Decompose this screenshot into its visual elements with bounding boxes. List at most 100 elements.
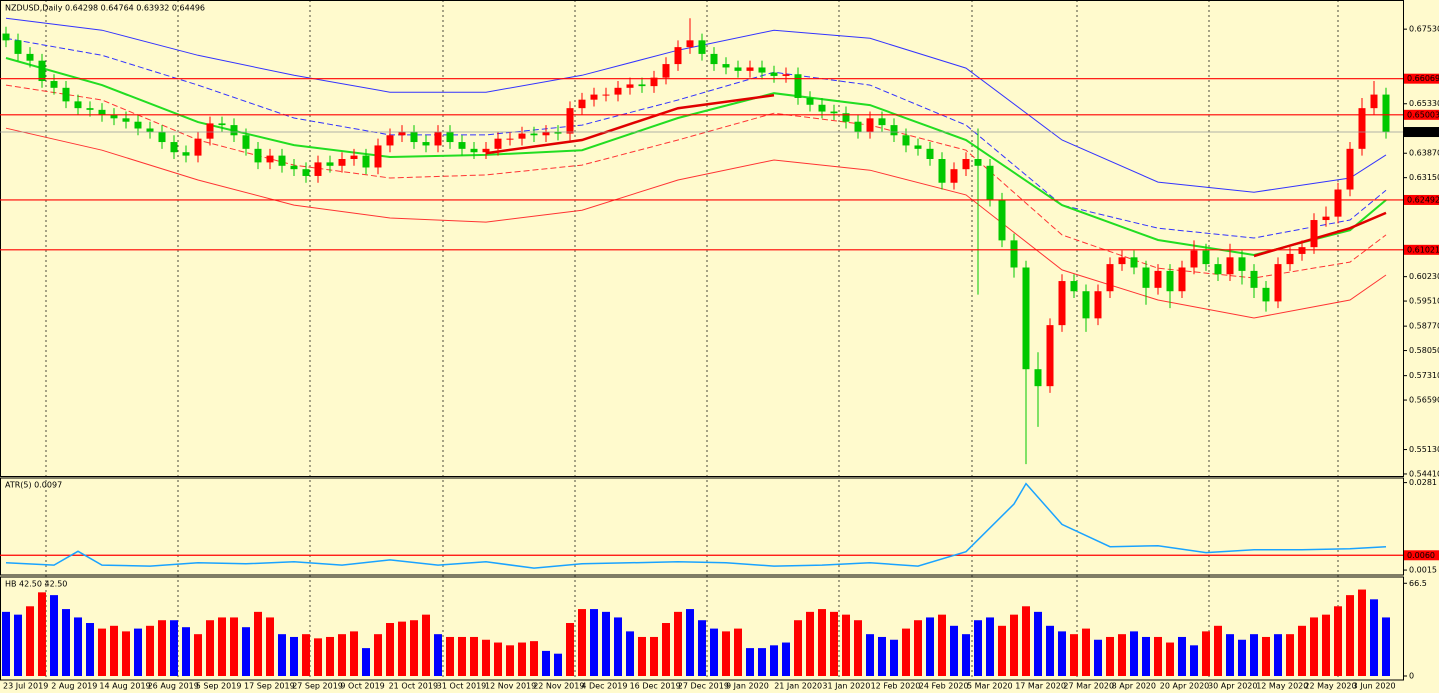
candle-body (866, 118, 874, 132)
candle-body (14, 40, 22, 54)
candle-body (434, 131, 442, 146)
hb-bar (170, 620, 178, 676)
hb-bar (602, 611, 610, 676)
candle-body (566, 108, 574, 134)
x-tick-label: 9 Oct 2019 (340, 682, 384, 691)
hb-bar (422, 614, 430, 676)
candle-body (770, 72, 778, 76)
candle-body (782, 74, 790, 76)
hb-bar (914, 620, 922, 676)
candle-body (122, 118, 130, 122)
candle-body (638, 84, 646, 87)
y-tick-label: 0.55130 (1409, 445, 1439, 454)
hb-bar (734, 628, 742, 676)
x-tick-label: 27 Dec 2019 (678, 682, 729, 691)
hb-bar (566, 623, 574, 676)
hb-bar (110, 625, 118, 676)
candle-body (1250, 270, 1258, 288)
candle-body (914, 145, 922, 149)
candle-body (590, 94, 598, 100)
hb-bar (1034, 611, 1042, 676)
hb-bar (926, 617, 934, 676)
x-tick-label: 26 Aug 2019 (148, 682, 199, 691)
current-price-label: 0.64496 (1407, 128, 1439, 137)
hb-bar (86, 623, 94, 676)
candle-body (62, 87, 70, 102)
hb-bar (482, 639, 490, 676)
hb-bar (386, 623, 394, 676)
hb-bar (818, 609, 826, 676)
hb-bar (1142, 636, 1150, 676)
x-tick-label: 20 Apr 2020 (1160, 682, 1209, 691)
candle-body (1346, 148, 1354, 190)
level-label: 0.62492 (1407, 195, 1439, 204)
hb-bar (74, 617, 82, 676)
candle-body (50, 81, 58, 88)
candle-body (818, 104, 826, 112)
candle-body (542, 131, 550, 136)
hb-bar (26, 606, 34, 676)
x-tick-label: 17 Mar 2020 (1015, 682, 1066, 691)
candle-body (1274, 264, 1282, 302)
hb-bar (374, 634, 382, 676)
candle-body (986, 165, 994, 200)
candle-body (146, 128, 154, 132)
candle-body (746, 67, 754, 71)
x-tick-label: 14 Aug 2019 (99, 682, 150, 691)
candle-body (98, 109, 106, 115)
y-tick-label: 0.58050 (1409, 346, 1439, 355)
candle-body (686, 40, 694, 48)
candle-body (422, 142, 430, 146)
candle-body (2, 33, 10, 41)
hb-bar (782, 642, 790, 676)
candle-body (206, 123, 214, 139)
x-tick-label: 9 Jan 2020 (726, 682, 769, 691)
hb-bar (1310, 617, 1318, 676)
x-tick-label: 12 May 2020 (1256, 682, 1308, 691)
hb-bar (146, 625, 154, 676)
candle-body (734, 67, 742, 71)
candle-body (362, 155, 370, 168)
candle-body (1130, 257, 1138, 268)
candle-body (350, 155, 358, 160)
candle-body (482, 148, 490, 153)
y-tick-label: 0.0281 (1409, 478, 1437, 487)
pane-border (0, 0, 1404, 477)
candle-body (650, 77, 658, 87)
candle-body (518, 133, 526, 139)
hb-bar (506, 645, 514, 676)
candle-body (458, 142, 466, 149)
candle-body (1286, 253, 1294, 265)
candle-body (854, 121, 862, 132)
candle-body (1070, 281, 1078, 292)
hb-bar (410, 620, 418, 676)
y-tick-label: 0.60230 (1409, 272, 1439, 281)
hb-bar (362, 648, 370, 676)
candle-body (86, 108, 94, 110)
candle-body (290, 165, 298, 170)
x-tick-label: 31 Oct 2019 (437, 682, 486, 691)
candle-body (38, 60, 46, 82)
x-tick-label: 3 Jun 2020 (1353, 682, 1396, 691)
hb-bar (806, 611, 814, 676)
indicator-line (5, 127, 1387, 319)
hb-bar (866, 634, 874, 676)
hb-bar (722, 631, 730, 676)
hb-bar (122, 631, 130, 676)
hb-bar (2, 611, 10, 676)
pane-border (0, 477, 1404, 576)
candle-body (842, 113, 850, 122)
hb-bar (1274, 634, 1282, 676)
candle-body (266, 155, 274, 163)
hb-bar (38, 592, 46, 676)
candle-body (926, 148, 934, 160)
indicator-line (5, 482, 1387, 569)
hb-bar (290, 636, 298, 676)
hb-bar (770, 645, 778, 676)
candle-body (722, 64, 730, 68)
hb-bar (878, 636, 886, 676)
hb-bar (1178, 636, 1186, 676)
candle-body (446, 131, 454, 143)
hb-bar (530, 641, 538, 676)
candle-body (602, 94, 610, 96)
